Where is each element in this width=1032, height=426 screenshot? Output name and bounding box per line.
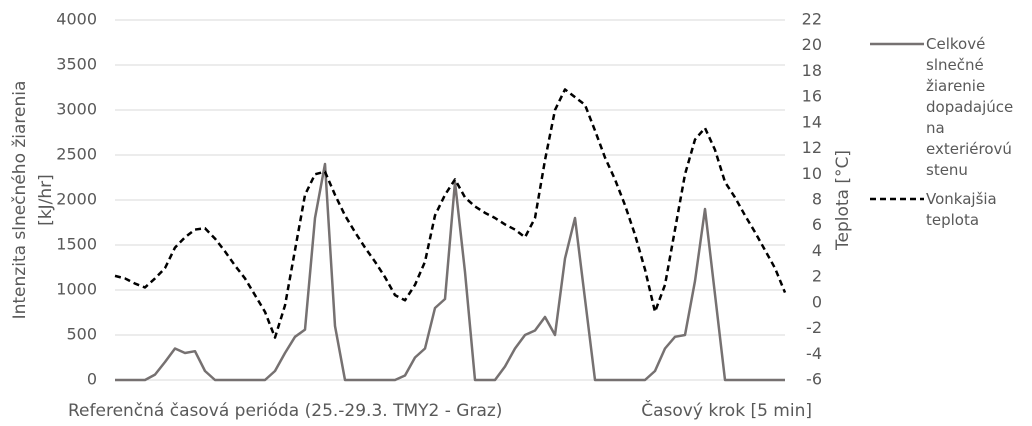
y2-tick-label: 20 <box>802 35 822 54</box>
legend-label: Celkové slnečné žiarenie dopadajúce na e… <box>926 35 1014 179</box>
y-tick-label: 2500 <box>56 145 97 164</box>
series-line <box>114 88 787 339</box>
y2-tick-label: 16 <box>802 87 822 106</box>
legend-label: Vonkajšia teplota <box>926 190 997 229</box>
y-axis-label: [kJ/hr] <box>36 174 56 226</box>
y-tick-label: 500 <box>66 325 97 344</box>
legend-swatch <box>870 197 924 201</box>
y2-tick-label: 4 <box>812 241 822 260</box>
y2-tick-label: 10 <box>802 164 822 183</box>
legend-entry: Celkové slnečné žiarenie dopadajúce na e… <box>868 34 1028 181</box>
y2-tick-label: 0 <box>812 292 822 311</box>
x-axis-label: Časový krok [5 min] <box>641 399 812 421</box>
y-tick-label: 3500 <box>56 55 97 74</box>
y2-tick-label: -6 <box>806 370 822 389</box>
y2-tick-label: 2 <box>812 267 822 286</box>
y2-tick-label: 22 <box>802 10 822 29</box>
y-tick-label: 1500 <box>56 235 97 254</box>
y2-tick-label: 12 <box>802 138 822 157</box>
y2-axis-label: Teplota [°C] <box>833 150 853 251</box>
y2-tick-label: -4 <box>806 344 822 363</box>
y2-tick-label: 18 <box>802 61 822 80</box>
legend-entry: Vonkajšia teplota <box>868 189 1028 231</box>
y-tick-label: 3000 <box>56 100 97 119</box>
legend: Celkové slnečné žiarenie dopadajúce na e… <box>868 34 1028 239</box>
y2-tick-label: -2 <box>806 318 822 337</box>
y-tick-label: 0 <box>87 370 97 389</box>
y2-tick-label: 6 <box>812 215 822 234</box>
annotation: Referenčná časová perióda (25.-29.3. TMY… <box>68 401 502 421</box>
y-tick-label: 2000 <box>56 190 97 209</box>
y2-tick-label: 8 <box>812 190 822 209</box>
y-axis-label: Intenzita slnečného žiarenia <box>10 81 30 320</box>
legend-swatch <box>870 42 924 46</box>
series-line <box>115 162 785 382</box>
y2-tick-label: 14 <box>802 112 822 131</box>
y-tick-label: 1000 <box>56 280 97 299</box>
y-tick-label: 4000 <box>56 10 97 29</box>
